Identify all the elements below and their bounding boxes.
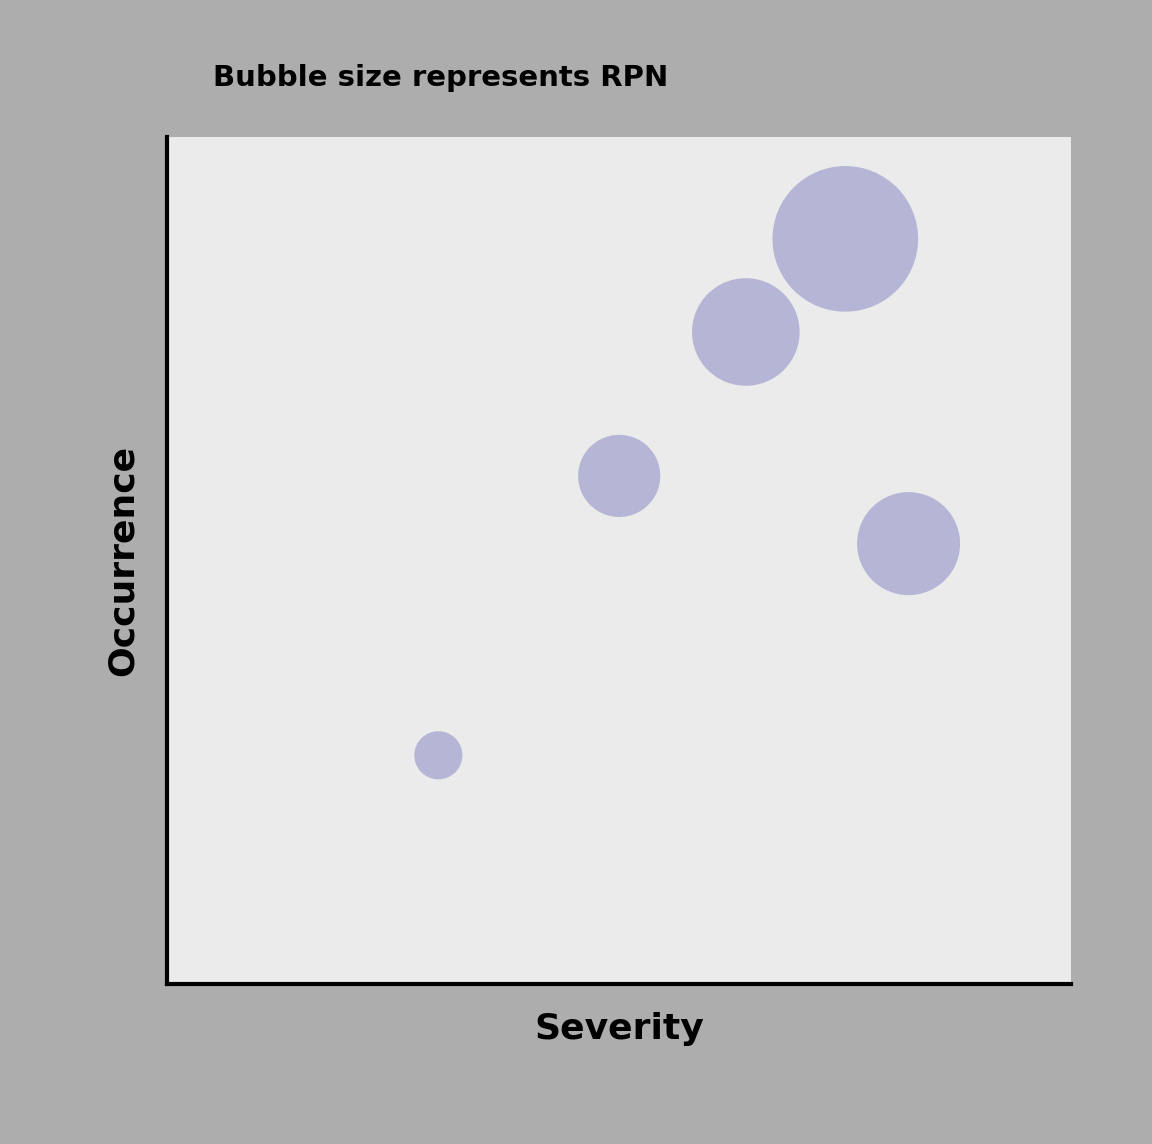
Point [611,467,629,485]
Point [836,230,855,248]
X-axis label: Severity: Severity [535,1011,704,1046]
Text: Bubble size represents RPN: Bubble size represents RPN [213,64,668,92]
Point [900,534,918,553]
Y-axis label: Occurrence: Occurrence [105,445,139,676]
Point [429,746,447,764]
Point [736,323,755,341]
